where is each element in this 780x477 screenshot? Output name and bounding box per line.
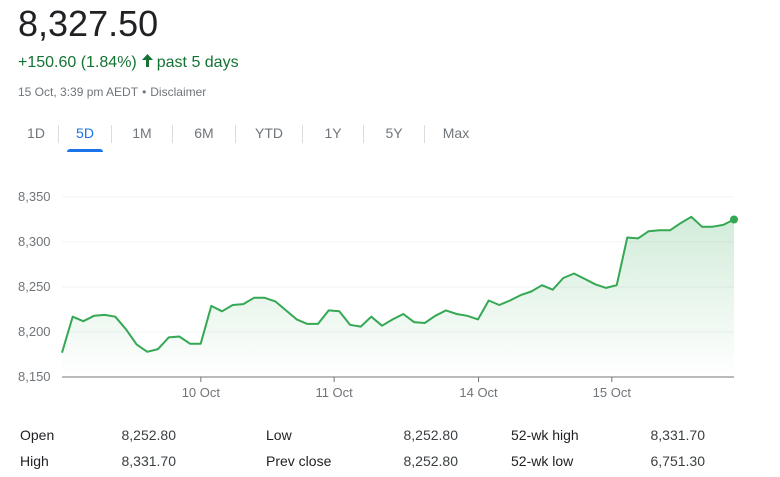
tab-ytd[interactable]: YTD: [236, 118, 302, 152]
stat-label-low: Low: [266, 427, 292, 443]
x-tick-label: 15 Oct: [593, 385, 632, 400]
price-area: [62, 216, 734, 377]
tab-label: Max: [442, 125, 470, 141]
stat-value-low: 8,252.80: [403, 427, 459, 443]
range-tabs: 1D 5D 1M 6M YTD 1Y 5Y Max: [14, 118, 487, 152]
y-tick-label: 8,300: [18, 234, 51, 249]
tab-separator: [363, 125, 364, 143]
meta-separator: •: [142, 85, 147, 99]
x-tick-label: 10 Oct: [182, 385, 221, 400]
price-line: [61, 215, 735, 353]
tab-5y[interactable]: 5Y: [364, 118, 424, 152]
tab-max[interactable]: Max: [425, 118, 487, 152]
change-row: +150.60 (1.84%) past 5 days: [18, 52, 239, 74]
stats-row: Open 8,252.80 Low 8,252.80 52-wk high 8,331.7…: [0, 422, 780, 448]
stat-value-52-wk-low: 6,751.30: [650, 453, 706, 469]
stat-value-prev-close: 8,252.80: [403, 453, 459, 469]
change-period: past 5 days: [156, 54, 239, 71]
quote-meta: 15 Oct, 3:39 pm AEDT • Disclaimer: [18, 84, 206, 100]
stat-value-open: 8,252.80: [121, 427, 177, 443]
stat-label-high: High: [20, 453, 49, 469]
x-tick-label: 11 Oct: [315, 385, 353, 400]
tab-6m[interactable]: 6M: [173, 118, 235, 152]
tab-1m[interactable]: 1M: [112, 118, 172, 152]
tab-5d[interactable]: 5D: [59, 118, 111, 152]
stat-label-open: Open: [20, 427, 55, 443]
last-price-marker: [730, 215, 738, 224]
stat-label-prev-close: Prev close: [266, 453, 332, 469]
change-value: +150.60 (1.84%): [18, 54, 137, 71]
tab-separator: [58, 125, 59, 143]
price-chart: 8,150 8,200 8,250 8,300 8,350 10 Oct 11 Oct 14 …: [18, 189, 738, 400]
tab-separator: [172, 125, 173, 143]
tab-label: 1M: [132, 125, 152, 141]
tab-label: 1Y: [324, 125, 342, 141]
x-tick-label: 14 Oct: [459, 385, 498, 400]
stats-row: High 8,331.70 Prev close 8,252.80 52-wk low 6…: [0, 448, 780, 474]
disclaimer-link[interactable]: Disclaimer: [150, 85, 207, 99]
tab-label: 1D: [27, 125, 45, 141]
y-tick-label: 8,350: [18, 189, 51, 204]
stat-value-high: 8,331.70: [121, 453, 177, 469]
stat-label-52-wk-high: 52-wk high: [511, 427, 579, 443]
price: 8,327.50: [18, 3, 159, 44]
tab-separator: [302, 125, 303, 143]
tab-label: 6M: [194, 125, 214, 141]
arrow-up-icon: [141, 52, 153, 74]
tab-1y[interactable]: 1Y: [303, 118, 363, 152]
y-tick-label: 8,200: [18, 324, 51, 339]
tab-label: YTD: [255, 125, 283, 141]
y-tick-label: 8,250: [18, 279, 51, 294]
timestamp: 15 Oct, 3:39 pm AEDT: [18, 85, 139, 99]
stat-label-52-wk-low: 52-wk low: [511, 453, 574, 469]
tab-separator: [111, 125, 112, 143]
tab-separator: [424, 125, 425, 143]
tab-label: 5D: [76, 125, 94, 141]
stat-value-52-wk-high: 8,331.70: [650, 427, 706, 443]
tab-separator: [235, 125, 236, 143]
tab-selected-indicator: [67, 149, 103, 152]
tab-label: 5Y: [385, 125, 403, 141]
y-tick-label: 8,150: [18, 369, 51, 384]
tab-1d[interactable]: 1D: [14, 118, 58, 152]
